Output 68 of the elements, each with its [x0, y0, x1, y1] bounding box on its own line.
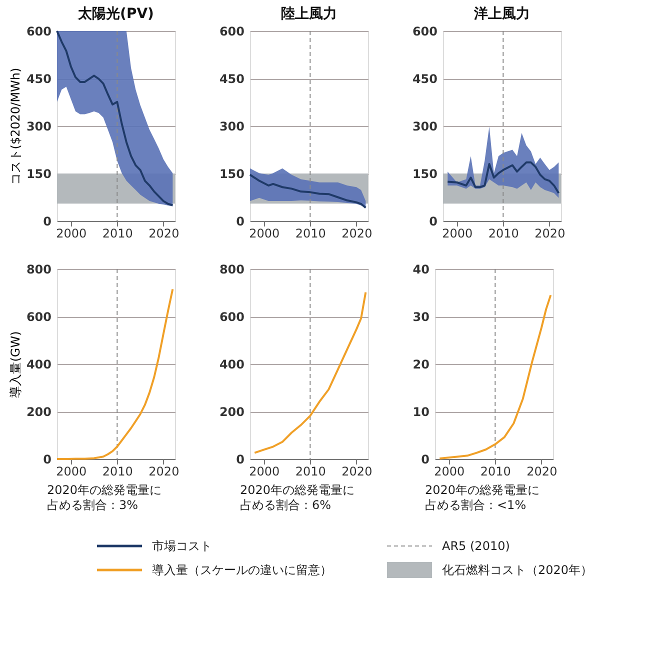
text: 2020年の総発電量に: [240, 483, 355, 497]
y-tick-label: 300: [219, 120, 244, 134]
x-tick-label: 2000: [249, 226, 280, 240]
y-tick-label: 450: [26, 72, 52, 86]
chart-title: 太陽光(PV): [77, 6, 154, 22]
y-axis-title: 導入量(GW): [8, 331, 22, 398]
chart-title: 洋上風力: [473, 6, 530, 22]
x-tick-label: 2000: [56, 226, 87, 240]
x-tick-label: 2000: [249, 464, 280, 478]
text: 占める割合：6%: [240, 498, 332, 512]
x-tick-label: 2020: [148, 464, 180, 478]
line-series: [438, 294, 552, 460]
x-tick-label: 2020: [534, 226, 566, 240]
x-tick-label: 2010: [102, 226, 133, 240]
x-tick-label: 2020: [526, 464, 558, 478]
y-tick-label: 0: [429, 214, 438, 228]
legend-label: 市場コスト: [152, 539, 212, 553]
line-series: [254, 291, 367, 454]
y-tick-label: 300: [26, 120, 52, 134]
y-tick-label: 0: [43, 214, 52, 228]
y-tick-label: 150: [219, 167, 244, 181]
chart-title: 陸上風力: [281, 6, 337, 22]
y-tick-label: 0: [236, 452, 244, 466]
x-tick-label: 2020: [148, 226, 180, 240]
line-series: [446, 161, 560, 194]
y-tick-label: 150: [412, 167, 438, 181]
text: 2020年の総発電量に: [425, 483, 540, 497]
y-tick-label: 30: [412, 310, 430, 324]
x-tick-label: 2010: [295, 464, 326, 478]
x-tick-label: 2010: [295, 226, 326, 240]
y-tick-label: 40: [412, 262, 430, 276]
y-tick-label: 800: [26, 262, 52, 276]
y-tick-label: 150: [26, 167, 52, 181]
x-tick-label: 2000: [56, 464, 87, 478]
y-tick-label: 600: [219, 310, 244, 324]
text: 占める割合：<1%: [425, 498, 526, 512]
y-tick-label: 20: [412, 358, 430, 372]
x-tick-label: 2010: [480, 464, 511, 478]
text: 占める割合：3%: [47, 498, 138, 512]
x-tick-label: 2000: [434, 464, 465, 478]
y-tick-label: 300: [412, 120, 438, 134]
y-tick-label: 450: [219, 72, 244, 86]
y-tick-label: 0: [421, 452, 430, 466]
legend-label: 化石燃料コスト（2020年）: [442, 563, 593, 577]
y-tick-label: 600: [219, 24, 244, 38]
x-tick-label: 2020: [342, 226, 372, 240]
line-series: [249, 174, 367, 209]
legend-label: 導入量（スケールの違いに留意）: [152, 563, 332, 577]
y-tick-label: 200: [26, 405, 52, 419]
y-tick-label: 10: [412, 405, 430, 419]
y-tick-label: 400: [26, 358, 52, 372]
y-tick-label: 600: [26, 310, 52, 324]
y-tick-label: 600: [412, 24, 438, 38]
y-tick-label: 450: [412, 72, 438, 86]
y-tick-label: 800: [219, 262, 244, 276]
legend-label: AR5 (2010): [442, 539, 510, 553]
y-tick-label: 600: [26, 24, 52, 38]
x-tick-label: 2000: [442, 226, 473, 240]
y-tick-label: 200: [219, 405, 244, 419]
y-axis-title: コスト($2020/MWh): [8, 68, 22, 186]
text: 2020年の総発電量に: [47, 483, 162, 497]
line-series: [56, 288, 174, 460]
x-tick-label: 2010: [488, 226, 519, 240]
y-tick-label: 0: [236, 214, 244, 228]
x-tick-label: 2020: [342, 464, 372, 478]
y-tick-label: 400: [219, 358, 244, 372]
x-tick-label: 2010: [102, 464, 133, 478]
y-tick-label: 0: [43, 452, 52, 466]
